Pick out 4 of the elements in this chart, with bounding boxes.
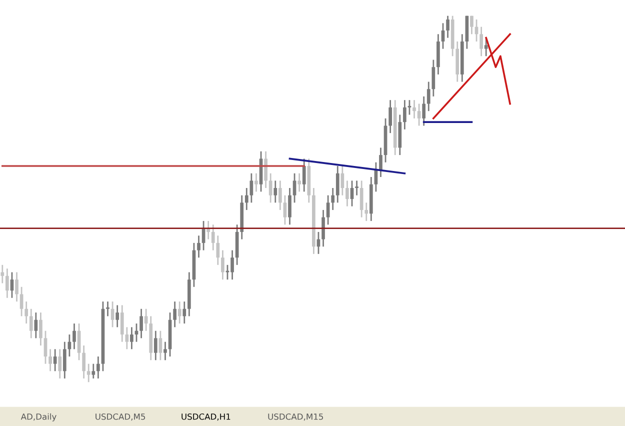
text: AD,Daily [20, 413, 56, 422]
text: USDCAD,M5 [96, 413, 146, 421]
text: USDCAD,H1 [182, 413, 230, 421]
text: USDCAD,M15 [268, 413, 323, 421]
